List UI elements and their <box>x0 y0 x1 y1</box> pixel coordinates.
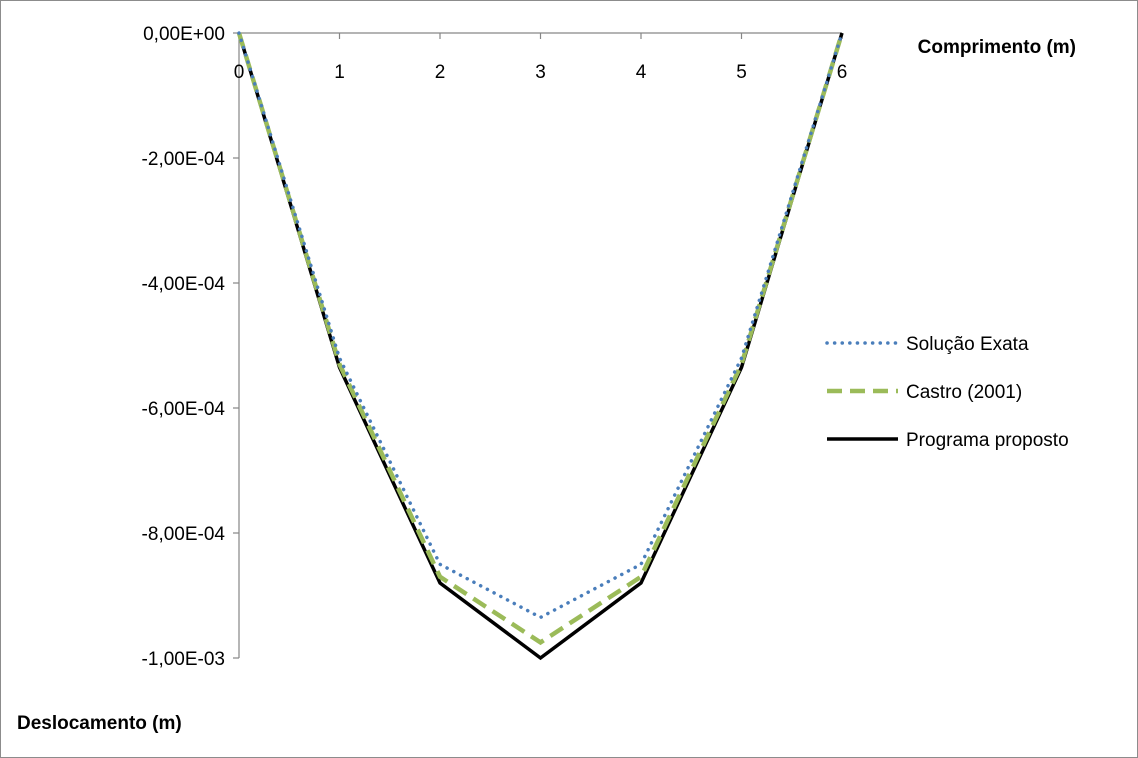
x-tick-label: 0 <box>234 62 245 83</box>
y-tick-label: -2,00E-04 <box>142 149 226 170</box>
series-line-2 <box>237 32 844 661</box>
x-axis-title: Comprimento (m) <box>918 37 1076 58</box>
x-tick-label: 1 <box>334 62 345 83</box>
y-tick-label: -1,00E-03 <box>142 649 225 670</box>
series-line-0 <box>237 31 844 620</box>
y-tick-label: -4,00E-04 <box>142 274 226 295</box>
legend-label-1: Castro (2001) <box>906 382 1022 403</box>
axes <box>238 32 842 658</box>
x-tick-label: 5 <box>736 62 747 83</box>
legend-label-2: Programa proposto <box>906 430 1069 451</box>
x-tick-label: 3 <box>535 62 546 83</box>
x-tick-label: 4 <box>636 62 647 83</box>
x-tick-label: 6 <box>837 62 848 83</box>
series-line-1 <box>236 32 845 646</box>
y-tick-label: 0,00E+00 <box>143 24 225 45</box>
y-axis-title: Deslocamento (m) <box>17 713 182 734</box>
legend: Solução Exata Castro (2001) Programa propo… <box>825 334 1069 451</box>
y-tick-label: -6,00E-04 <box>142 399 226 420</box>
series-lines <box>236 31 845 661</box>
y-tick-label: -8,00E-04 <box>142 524 226 545</box>
legend-label-0: Solução Exata <box>906 334 1029 355</box>
x-tick-label: 2 <box>435 62 446 83</box>
ticks: 0 1 2 3 4 5 6 0,00E+00 -2,00E-04 -4,00E-04 -6,00E-… <box>142 24 848 670</box>
